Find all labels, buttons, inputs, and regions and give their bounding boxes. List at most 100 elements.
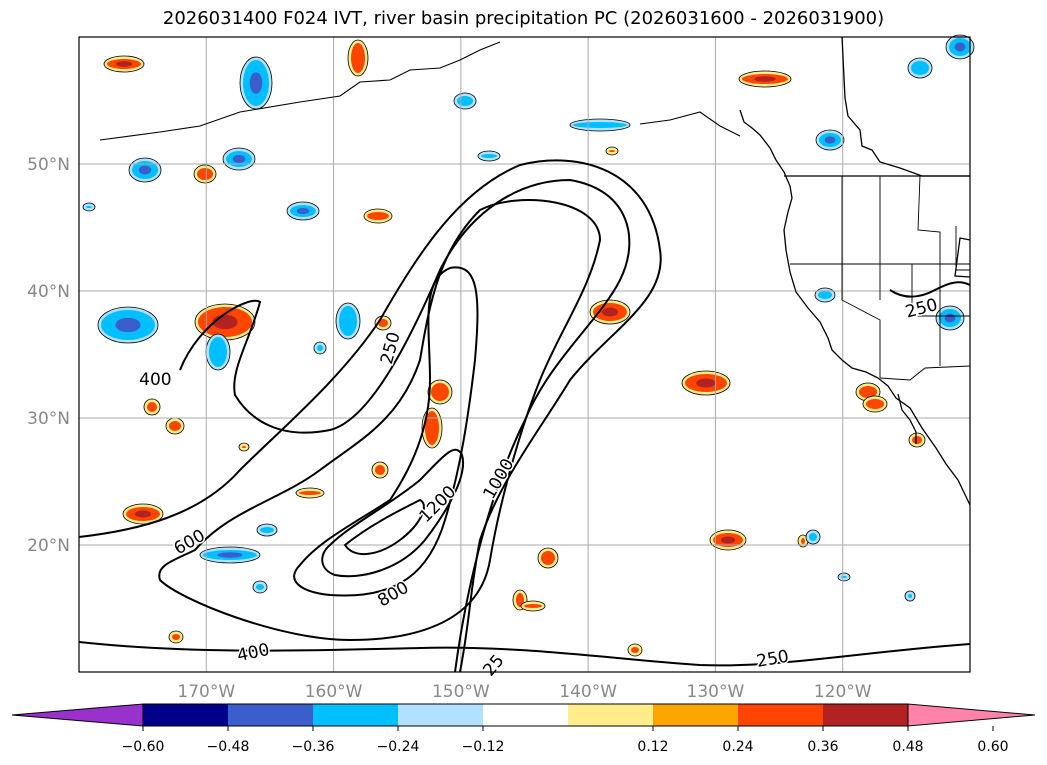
pc-blob-core <box>425 411 439 445</box>
map-frame <box>78 36 971 673</box>
colorbar-tick-label: −0.12 <box>462 739 505 755</box>
colorbar-bin <box>823 704 908 726</box>
pc-blob-peak <box>944 313 956 323</box>
pc-blob-core <box>481 154 497 158</box>
pc-blob-peak <box>296 207 310 215</box>
pc-blob-core <box>299 491 321 495</box>
lon-tick-label: 120°W <box>814 682 872 702</box>
lon-tick-label: 160°W <box>305 682 363 702</box>
colorbar-bin <box>738 704 823 726</box>
pc-blob-peak <box>954 42 966 52</box>
precip-pc-field <box>82 34 975 657</box>
pc-blob-peak <box>601 307 619 317</box>
pc-blob-core <box>367 212 389 220</box>
alaska-coast <box>99 41 741 141</box>
lat-tick-label: 50°N <box>27 155 70 175</box>
pc-blob-core <box>859 386 877 398</box>
colorbar-tick-label: −0.24 <box>377 739 420 755</box>
pc-blob-core <box>375 465 385 475</box>
ivt-contour-250-south <box>78 641 971 667</box>
ivt-contour-800 <box>293 266 479 597</box>
axis-tick-labels: 170°W 160°W 150°W 140°W 130°W 120°W 20°N 30°N 40… <box>27 155 872 702</box>
colorbar-tick-label: −0.48 <box>207 739 250 755</box>
pc-blob-core <box>242 446 246 448</box>
colorbar-bin <box>398 704 483 726</box>
us-mexico-border <box>879 365 971 381</box>
pc-blob-core <box>169 421 181 431</box>
pc-blob-core <box>317 345 323 351</box>
colorbar-bin <box>313 704 398 726</box>
pc-blob-peak <box>115 61 133 67</box>
ivt-contour-label: 800 <box>374 578 412 612</box>
colorbar-tick-label: 0.48 <box>892 739 923 755</box>
colorbar-tick-label: 0.24 <box>722 739 753 755</box>
colorbar-tick-label: 0.60 <box>977 739 1008 755</box>
lon-tick-label: 140°W <box>559 682 617 702</box>
pc-blob-core <box>457 96 473 106</box>
lat-tick-label: 30°N <box>27 409 70 429</box>
ivt-contour-label: 1000 <box>480 455 519 502</box>
ivt-contour-label: 250 <box>903 295 940 323</box>
state-borders <box>790 175 970 378</box>
lat-tick-label: 20°N <box>27 536 70 556</box>
pc-blob-peak <box>720 536 736 544</box>
lat-tick-label: 40°N <box>27 282 70 302</box>
colorbar-tick-label: −0.60 <box>122 739 165 755</box>
pc-blob-core <box>908 594 912 598</box>
pc-blob-peak <box>754 76 776 82</box>
lon-tick-label: 130°W <box>687 682 745 702</box>
lon-tick-label: 170°W <box>177 682 235 702</box>
pc-blob-peak <box>134 510 152 518</box>
pc-blob-core <box>609 150 615 152</box>
colorbar-tick-label: 0.12 <box>637 739 668 755</box>
pc-blob-core <box>912 436 922 444</box>
colorbar-bin <box>568 704 653 726</box>
north-america-coastline <box>739 36 971 506</box>
pc-blob-peak <box>232 154 246 164</box>
ivt-contour-250-east <box>889 281 971 298</box>
pc-blob-core <box>172 634 180 640</box>
pc-blob-core <box>573 122 627 128</box>
pc-blob-peak <box>217 552 243 558</box>
pc-blob-core <box>209 337 227 367</box>
ivt-contour-250-outer <box>78 159 662 673</box>
lon-tick-label: 150°W <box>432 682 490 702</box>
pc-blob-core <box>86 206 92 208</box>
colorbar-tick-label: 0.36 <box>807 739 838 755</box>
colorbar-extend-max <box>907 703 1036 727</box>
pc-blob-peak <box>249 72 263 94</box>
colorbar-frame <box>142 703 909 727</box>
ivt-contour-600 <box>158 199 602 642</box>
pc-blob-core <box>339 306 357 336</box>
ivt-contour-label: 250 <box>377 330 405 367</box>
colorbar: −0.60 −0.48 −0.36 −0.24 −0.12 0.12 0.24 0.36 0.4… <box>11 703 1036 755</box>
pc-blob-core <box>260 527 274 533</box>
pc-blob-peak <box>696 378 716 388</box>
colorbar-bin <box>143 704 228 726</box>
ivt-contour-1200 <box>343 498 425 556</box>
colorbar-bin <box>653 704 738 726</box>
pc-blob-core <box>866 399 884 409</box>
pc-blob-core <box>541 551 555 565</box>
pc-blob-peak <box>138 165 152 175</box>
pc-blob-core <box>431 383 449 401</box>
pc-blob-core <box>841 576 847 578</box>
pc-blob-core <box>256 584 264 590</box>
ivt-contours <box>78 159 971 673</box>
pc-blob-core <box>524 604 542 608</box>
ivt-contour-label: 25 <box>479 651 508 680</box>
pc-blob-core <box>147 402 157 412</box>
pc-blob-core <box>818 291 832 299</box>
pc-blob-core <box>351 43 365 73</box>
pc-blob-core <box>801 538 805 544</box>
pc-blob-core <box>911 61 929 75</box>
pc-blob-peak <box>115 317 141 333</box>
pc-blob-core <box>809 533 817 541</box>
ivt-contour-1000 <box>321 448 465 578</box>
colorbar-bin <box>483 704 568 726</box>
pc-blob-core <box>631 647 639 653</box>
colorbar-tick-label: −0.36 <box>292 739 335 755</box>
